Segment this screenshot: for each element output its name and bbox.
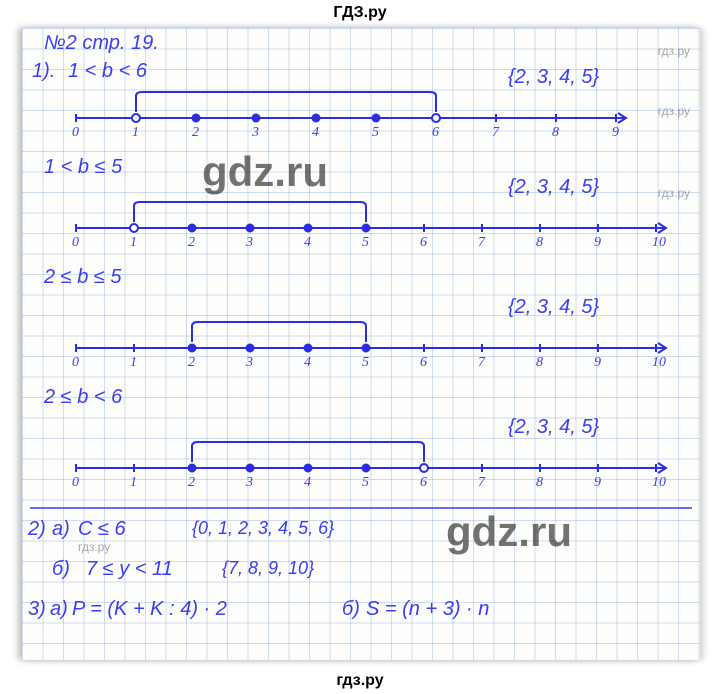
watermark-big-1: gdz.ru [202, 148, 328, 196]
svg-text:4: 4 [312, 125, 319, 136]
numline-4: 0 1 2 3 4 5 6 7 8 9 10 [66, 436, 686, 486]
p1d-ineq: 2 ≤ b < 6 [44, 386, 122, 409]
svg-text:10: 10 [652, 235, 666, 246]
watermark-big-2: gdz.ru [446, 508, 572, 556]
site-footer: гдз.ру [0, 672, 720, 690]
svg-text:4: 4 [304, 475, 311, 486]
svg-text:8: 8 [536, 355, 543, 366]
p3a-formula: P = (K + K : 4) · 2 [72, 598, 227, 621]
svg-text:8: 8 [536, 475, 543, 486]
numline-3: 0 1 2 3 4 5 6 7 8 9 10 [66, 316, 686, 366]
p3b-label: б) [342, 598, 360, 621]
svg-text:3: 3 [245, 235, 253, 246]
p2b-label: б) [52, 558, 70, 581]
p1-ineq: 1 < b < 6 [68, 60, 147, 83]
notebook-page: №2 стр. 19. 1). 1 < b < 6 {2, 3, 4, 5} 0… [22, 28, 700, 660]
p2-label: 2) [28, 518, 46, 541]
svg-text:9: 9 [594, 355, 601, 366]
watermark-small-2: гдз.ру [658, 104, 690, 118]
svg-text:6: 6 [420, 355, 427, 366]
svg-text:2: 2 [188, 235, 195, 246]
svg-text:7: 7 [478, 355, 486, 366]
svg-text:0: 0 [72, 355, 79, 366]
svg-text:8: 8 [536, 235, 543, 246]
svg-text:5: 5 [372, 125, 379, 136]
separator-line [22, 506, 700, 510]
svg-text:0: 0 [72, 125, 79, 136]
svg-text:3: 3 [245, 475, 253, 486]
p2a-ineq: C ≤ 6 [78, 518, 126, 541]
svg-text:1: 1 [132, 125, 139, 136]
p3b-formula: S = (n + 3) · n [366, 598, 489, 621]
svg-text:4: 4 [304, 355, 311, 366]
p2a-set: {0, 1, 2, 3, 4, 5, 6} [192, 518, 334, 539]
svg-text:3: 3 [245, 355, 253, 366]
svg-text:2: 2 [188, 475, 195, 486]
svg-text:10: 10 [652, 475, 666, 486]
svg-text:5: 5 [362, 355, 369, 366]
svg-text:5: 5 [362, 475, 369, 486]
svg-text:1: 1 [130, 235, 137, 246]
svg-text:6: 6 [420, 235, 427, 246]
p2b-ineq: 7 ≤ y < 11 [86, 558, 173, 581]
svg-text:4: 4 [304, 235, 311, 246]
p2b-set: {7, 8, 9, 10} [222, 558, 314, 579]
watermark-small-1: гдз.ру [658, 44, 690, 58]
numline-2: 0 1 2 3 4 5 6 7 8 9 10 [66, 196, 686, 246]
p1b-ineq: 1 < b ≤ 5 [44, 156, 122, 179]
svg-text:3: 3 [251, 125, 259, 136]
svg-text:0: 0 [72, 235, 79, 246]
p3a-label: а) [50, 598, 68, 621]
watermark-small-3: гдз.ру [658, 186, 690, 200]
svg-text:7: 7 [492, 125, 500, 136]
svg-text:6: 6 [420, 475, 427, 486]
page-title: №2 стр. 19. [44, 32, 159, 55]
svg-text:2: 2 [192, 125, 199, 136]
watermark-small-4: гдз.ру [78, 540, 110, 554]
svg-text:2: 2 [188, 355, 195, 366]
numline-1: 0 1 2 3 4 5 6 7 8 9 [66, 86, 646, 136]
p2a-label: а) [52, 518, 70, 541]
svg-text:7: 7 [478, 235, 486, 246]
svg-text:10: 10 [652, 355, 666, 366]
svg-text:7: 7 [478, 475, 486, 486]
svg-text:1: 1 [130, 475, 137, 486]
p1c-ineq: 2 ≤ b ≤ 5 [44, 266, 122, 289]
svg-text:6: 6 [432, 125, 439, 136]
svg-text:5: 5 [362, 235, 369, 246]
svg-text:8: 8 [552, 125, 559, 136]
site-header: ГДЗ.ру [0, 0, 720, 26]
svg-text:1: 1 [130, 355, 137, 366]
svg-text:9: 9 [594, 235, 601, 246]
svg-text:9: 9 [612, 125, 619, 136]
svg-text:0: 0 [72, 475, 79, 486]
p1-label: 1). [32, 60, 55, 83]
p3-label: 3) [28, 598, 46, 621]
svg-text:9: 9 [594, 475, 601, 486]
